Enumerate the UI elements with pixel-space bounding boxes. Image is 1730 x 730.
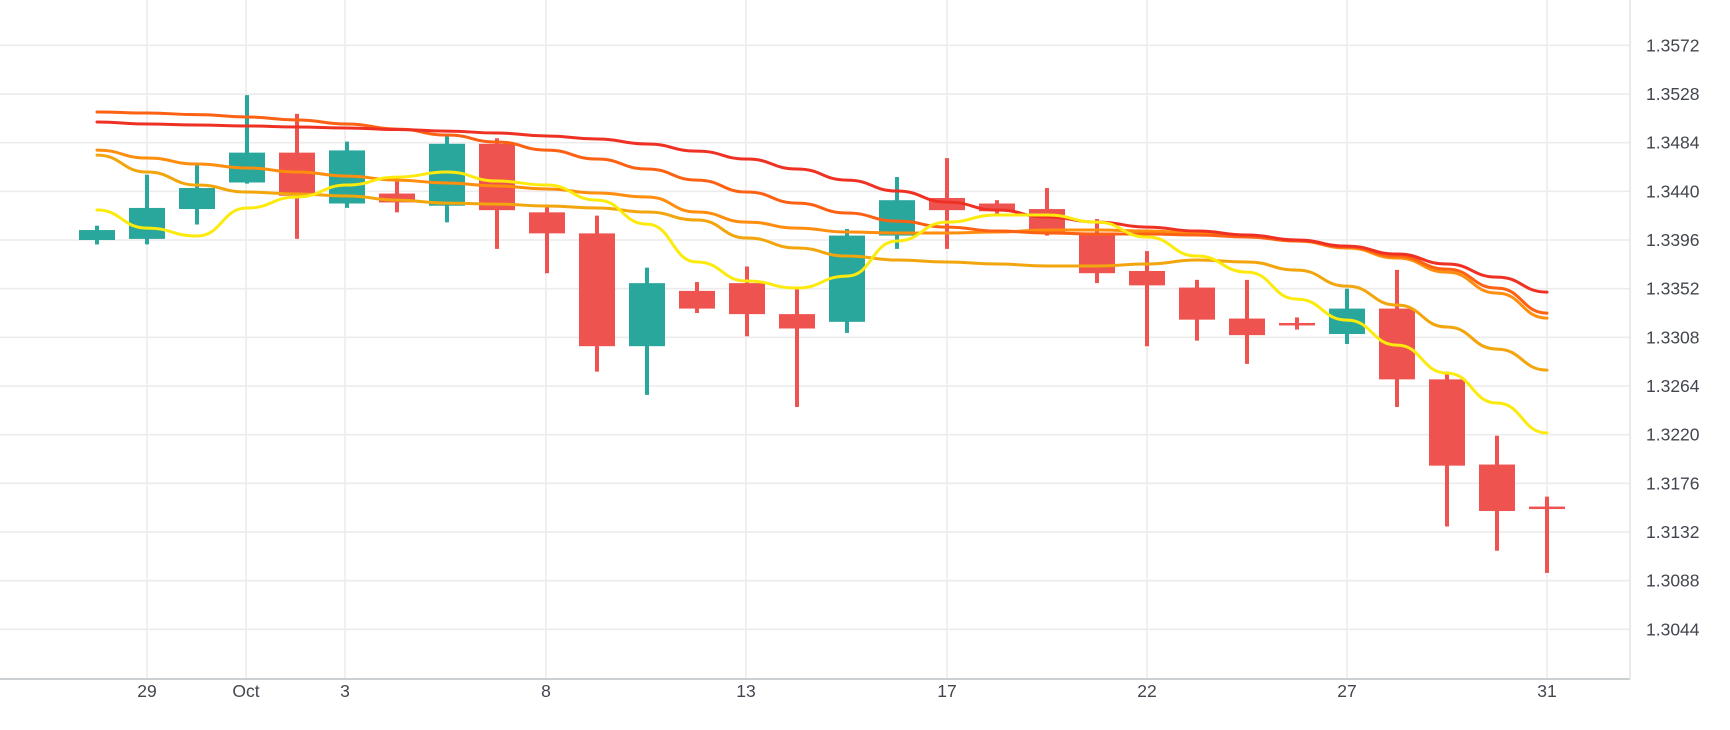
candle-bearish [579,233,615,347]
candle-bearish [279,152,315,196]
y-axis-label: 1.3308 [1646,327,1700,347]
candle-bearish [1479,464,1515,511]
candle-bearish [729,283,765,315]
y-axis-label: 1.3220 [1646,425,1700,445]
candle-bearish [529,212,565,234]
candle-bullish [629,283,665,347]
ma-red-line [95,120,1549,294]
y-axis-label: 1.3132 [1646,522,1700,542]
candle-bearish [679,290,715,309]
x-axis-label: 29 [137,681,156,701]
candles-layer [79,95,1565,573]
x-axis-label: 13 [736,681,755,701]
candle-bearish [479,143,515,211]
x-axis-label: 8 [541,681,551,701]
y-axis-label: 1.3044 [1646,619,1700,639]
candle-bearish [1129,270,1165,286]
candle-bullish [79,230,115,241]
y-axis-label: 1.3572 [1646,35,1700,55]
x-axis-label: 22 [1137,681,1156,701]
x-axis-label: 3 [340,681,350,701]
x-axis-label: 17 [937,681,956,701]
x-axis-label: Oct [232,681,259,701]
y-axis-label: 1.3396 [1646,230,1700,250]
y-axis-label: 1.3528 [1646,84,1700,104]
moving-average-layer [95,110,1549,435]
x-axis-label: 27 [1337,681,1356,701]
candle-bullish [129,207,165,239]
y-axis-label: 1.3440 [1646,181,1700,201]
candle-bearish [379,193,415,203]
y-axis-label: 1.3176 [1646,473,1700,493]
candle-bearish [779,314,815,329]
candle-bullish [179,188,215,210]
candle-bearish [1529,506,1565,510]
ma-amber-line [95,153,1549,372]
x-axis-label: 31 [1537,681,1556,701]
candle-bearish [1229,318,1265,336]
y-axis-label: 1.3088 [1646,571,1700,591]
candle-bullish [879,200,915,236]
candle-bearish [1429,379,1465,466]
y-axis-label: 1.3264 [1646,376,1700,396]
axes-layer: 1.3572 1.3528 1.3484 1.3440 1.3396 1.3352 1.33… [0,0,1700,701]
candle-bearish [1279,322,1315,326]
candle-bearish [979,203,1015,212]
candle-bearish [1179,287,1215,320]
grid-layer [0,0,1630,679]
y-axis-label: 1.3484 [1646,133,1700,153]
candle-bullish [429,143,465,206]
ma-yellow-line [95,170,1549,435]
y-axis-label: 1.3352 [1646,279,1700,299]
